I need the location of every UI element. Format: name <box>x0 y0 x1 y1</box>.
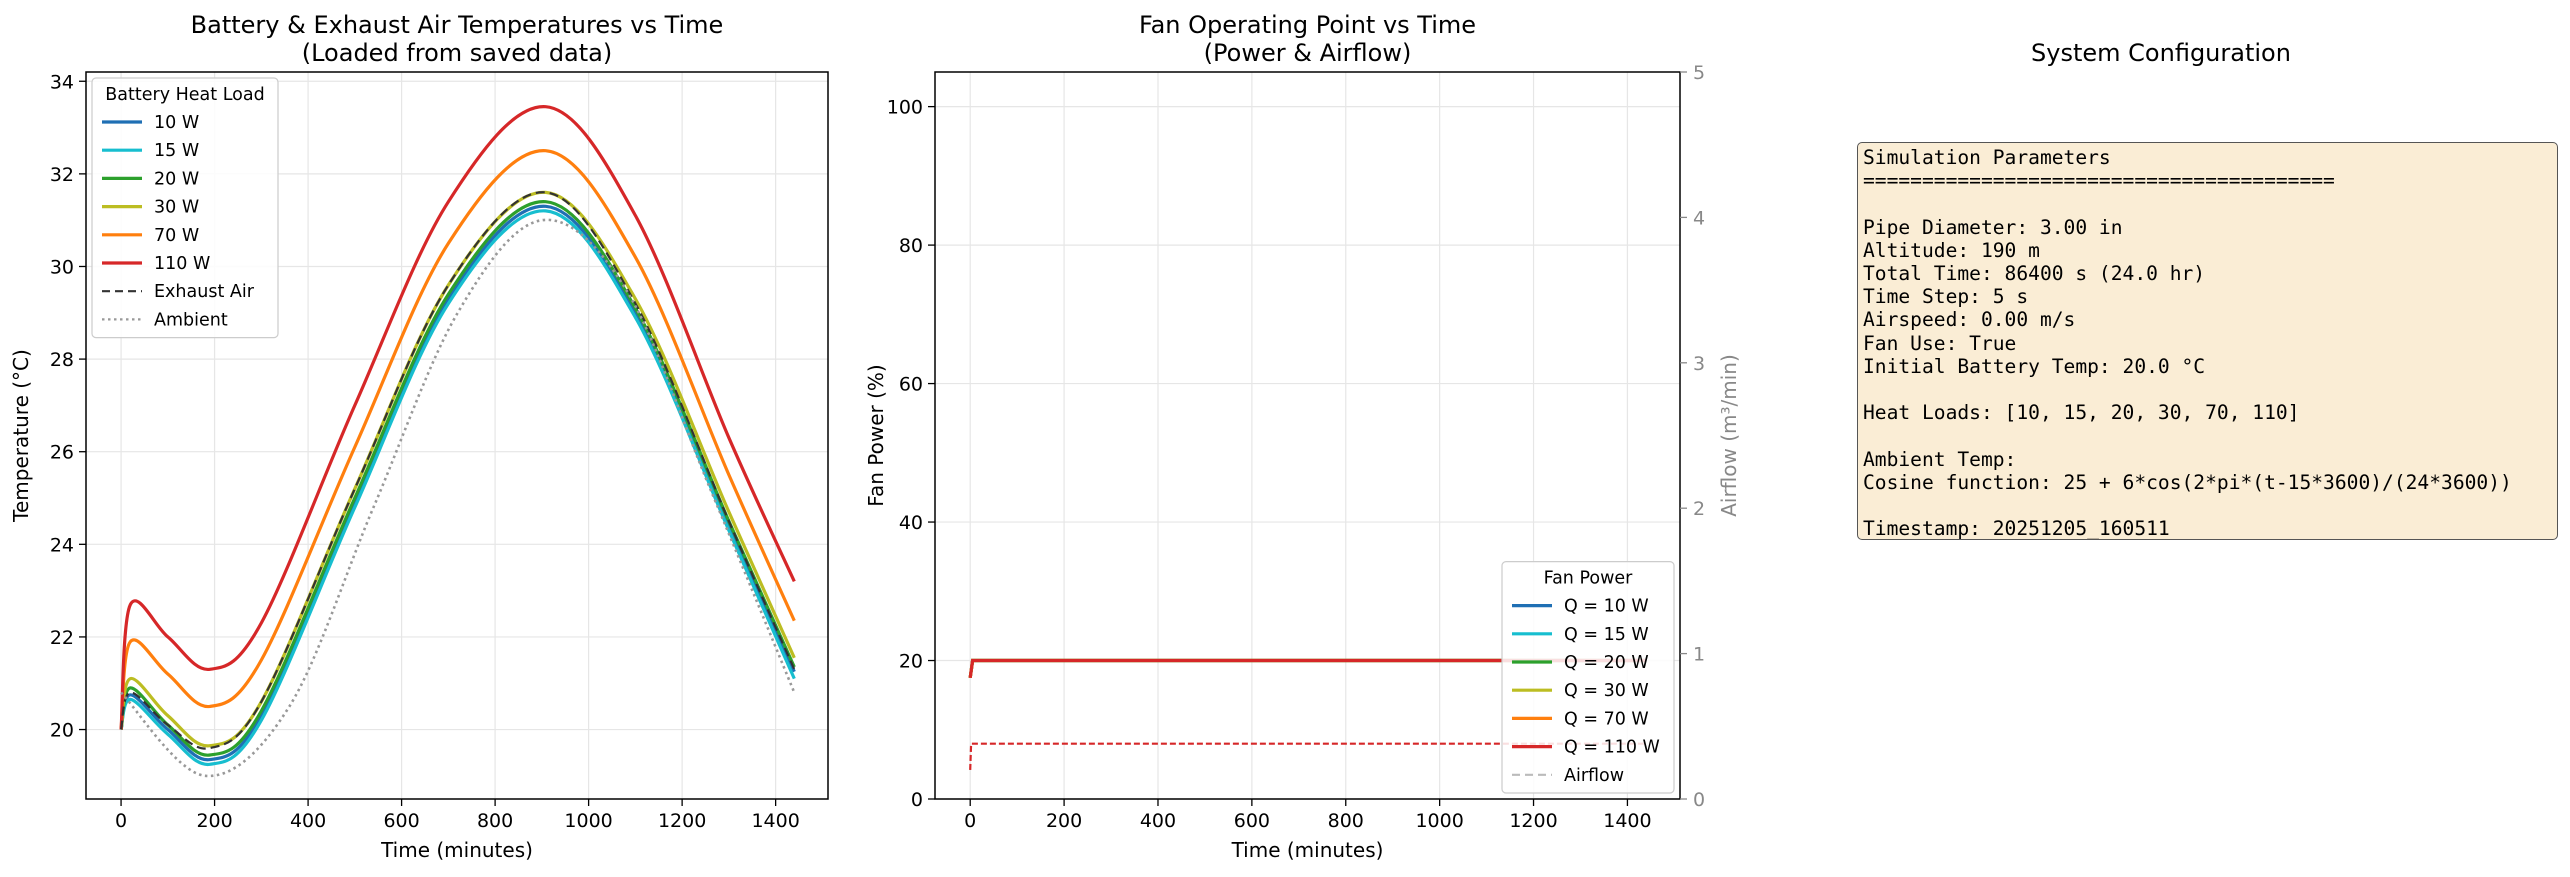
legend-entry: Q = 30 W <box>1564 681 1649 701</box>
chart-title: Battery & Exhaust Air Temperatures vs Ti… <box>191 11 724 39</box>
config-line <box>1863 494 2552 517</box>
y-tick-label: 0 <box>911 789 923 811</box>
legend: Battery Heat Load 10 W 15 W 20 W 30 W 70 W 110… <box>91 77 279 339</box>
x-tick-label: 600 <box>383 810 419 832</box>
config-line: Initial Battery Temp: 20.0 °C <box>1863 354 2206 378</box>
x-tick-label: 0 <box>964 810 976 832</box>
legend-entry: 10 W <box>154 113 199 133</box>
x-tick-label: 800 <box>1328 810 1364 832</box>
chart-1: 0 200 400 600 800 1000 1200 1400020406080100012… <box>864 11 1741 862</box>
x-tick-label: 400 <box>290 810 326 832</box>
series-line <box>120 191 796 750</box>
legend-entry: Exhaust Air <box>154 282 255 302</box>
x-tick-label: 1000 <box>564 810 612 832</box>
series-line <box>968 658 1647 679</box>
x-tick-label: 1200 <box>658 810 706 832</box>
y2-tick-label: 1 <box>1693 644 1705 666</box>
x-tick-label: 1400 <box>751 810 799 832</box>
legend-frame <box>1501 560 1675 794</box>
legend-frame <box>91 77 279 339</box>
legend-entry: Airflow <box>1564 766 1624 786</box>
x-tick-label: 0 <box>115 810 127 832</box>
y-tick-label: 28 <box>50 349 74 371</box>
y-tick-label: 20 <box>50 720 74 742</box>
y2-axis-label: Airflow (m³/min) <box>1717 354 1741 517</box>
config-line: Timestamp: 20251205_160511 <box>1863 517 2170 540</box>
legend-entry: Q = 10 W <box>1564 597 1649 617</box>
y2-tick-label: 0 <box>1693 789 1705 811</box>
legend-entry: 70 W <box>154 226 199 246</box>
legend-entry: Q = 70 W <box>1564 709 1649 729</box>
series-line <box>119 105 796 730</box>
x-tick-label: 400 <box>1140 810 1176 832</box>
y-tick-label: 34 <box>50 71 74 93</box>
y-axis-label: Temperature (°C) <box>9 349 33 523</box>
y-tick-label: 30 <box>50 256 74 278</box>
series-line <box>119 209 796 766</box>
config-line: Total Time: 86400 s (24.0 hr) <box>1863 262 2206 286</box>
x-tick-label: 600 <box>1234 810 1270 832</box>
y2-tick-label: 2 <box>1693 498 1705 520</box>
series-line <box>119 149 796 730</box>
config-line: Cosine function: 25 + 6*cos(2*pi*(t-15*3… <box>1863 470 2512 494</box>
chart-0: 0 200 400 600 800 1000 1200 1400 20 22 24 26 28 30 32 3… <box>9 11 829 862</box>
x-tick-label: 1200 <box>1509 810 1557 832</box>
config-line: Fan Use: True <box>1863 331 2017 355</box>
config-line: Pipe Diameter: 3.00 in <box>1863 215 2123 239</box>
legend-entry: Q = 15 W <box>1564 625 1649 645</box>
legend-entry: 15 W <box>154 141 199 161</box>
y-tick-label: 26 <box>50 442 74 464</box>
config-line: Time Step: 5 s <box>1863 285 2029 309</box>
x-tick-label: 800 <box>477 810 513 832</box>
legend-entry: 30 W <box>154 198 199 218</box>
legend-entry: 110 W <box>154 254 210 274</box>
y2-tick-label: 3 <box>1693 353 1705 375</box>
y-axis-label: Fan Power (%) <box>864 364 888 506</box>
series-line <box>119 204 796 762</box>
x-tick-label: 1400 <box>1603 810 1651 832</box>
chart-title: Fan Operating Point vs Time <box>1139 11 1476 39</box>
config-line <box>1863 424 2552 447</box>
x-axis-label: Time (minutes) <box>380 838 533 862</box>
legend-entry: Ambient <box>154 310 228 330</box>
legend-entry: Q = 20 W <box>1564 653 1649 673</box>
config-line: ======================================== <box>1863 169 2335 193</box>
legend-title: Battery Heat Load <box>105 85 264 105</box>
legend-title: Fan Power <box>1544 569 1634 589</box>
x-tick-label: 200 <box>1046 810 1082 832</box>
x-tick-label: 200 <box>196 810 232 832</box>
config-line: Heat Loads: [10, 15, 20, 30, 70, 110] <box>1863 401 2300 425</box>
config-line: Simulation Parameters <box>1863 146 2111 169</box>
y2-tick-label: 4 <box>1693 207 1705 229</box>
chart-subtitle: (Power & Airflow) <box>1204 39 1412 67</box>
x-tick-label: 1000 <box>1415 810 1463 832</box>
y-tick-label: 60 <box>899 374 923 396</box>
config-title: System Configuration <box>2031 39 2291 67</box>
axes-frame <box>934 71 1681 800</box>
y-tick-label: 20 <box>899 651 923 673</box>
legend: Fan Power Q = 10 W Q = 15 W Q = 20 W Q = 30 … <box>1501 560 1675 794</box>
config-box: Simulation Parameters ===================… <box>1857 142 2558 540</box>
axes-frame <box>85 71 829 800</box>
chart-subtitle: (Loaded from saved data) <box>302 39 613 67</box>
legend-entry: 20 W <box>154 169 199 189</box>
y-tick-label: 40 <box>899 512 923 534</box>
legend-entry: Q = 110 W <box>1564 738 1660 758</box>
y2-tick-label: 5 <box>1693 62 1705 84</box>
config-line: Airspeed: 0.00 m/s <box>1863 308 2076 332</box>
config-line <box>1863 378 2552 401</box>
x-axis-label: Time (minutes) <box>1231 838 1384 862</box>
y-tick-label: 24 <box>50 534 74 556</box>
config-line: Ambient Temp: <box>1863 447 2017 471</box>
config-line <box>1863 192 2552 215</box>
config-line: Altitude: 190 m <box>1863 238 2040 262</box>
y-tick-label: 32 <box>50 164 74 186</box>
y-tick-label: 80 <box>899 235 923 257</box>
y-tick-label: 100 <box>887 97 923 119</box>
y-tick-label: 22 <box>50 627 74 649</box>
